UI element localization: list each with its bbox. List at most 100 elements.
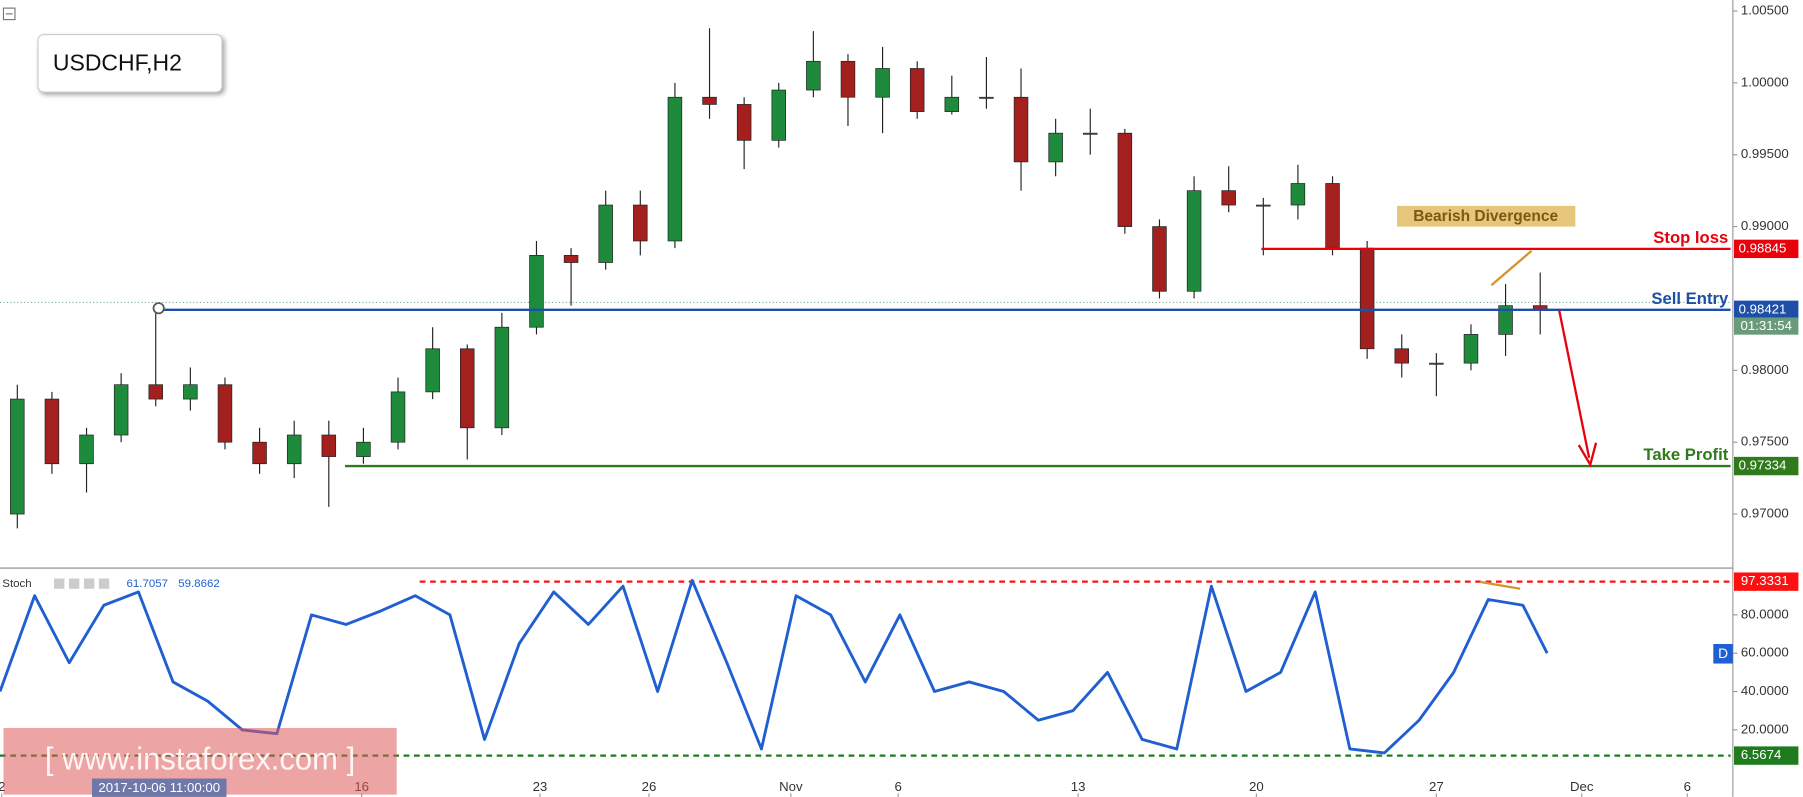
candle-body	[909, 68, 925, 112]
arrow-shaft	[1558, 310, 1591, 458]
candle-body	[460, 348, 475, 429]
candle-body	[1186, 190, 1202, 292]
legend-icon[interactable]	[68, 578, 80, 589]
level-value-box	[1734, 746, 1799, 765]
candle-body	[217, 384, 233, 443]
candle-body	[425, 348, 440, 393]
x-tick-label: 20	[1249, 779, 1264, 794]
cursor-box	[91, 778, 227, 797]
level-value-box	[1734, 239, 1799, 259]
y-tick-label: 1.00500	[1741, 2, 1789, 17]
level-value: 0.97334	[1739, 458, 1787, 473]
candle-body	[598, 204, 613, 263]
x-tick-label: Nov	[779, 779, 803, 794]
candle-body	[148, 384, 163, 400]
marker-box	[1713, 643, 1733, 664]
candle-body	[633, 204, 648, 242]
y-tick-label: 20.0000	[1741, 721, 1789, 736]
candle-body	[1117, 132, 1133, 227]
candle-body	[1013, 96, 1029, 163]
candle-body	[563, 254, 579, 263]
candle-body	[44, 398, 60, 465]
annotation: Bearish Divergence	[1413, 208, 1558, 225]
x-tick-label: 6	[1684, 779, 1691, 794]
x-tick-label: 6	[894, 779, 901, 794]
symbol-title: USDCHF,H2	[53, 50, 182, 76]
candle-body	[1463, 334, 1479, 364]
candle-body	[771, 89, 786, 141]
candle-body	[494, 326, 510, 429]
menu-icon[interactable]	[2, 7, 16, 21]
level-value: 97.3331	[1741, 573, 1789, 588]
anchor-point	[152, 302, 165, 315]
candle-body	[1221, 190, 1236, 206]
arrow-head	[1577, 442, 1598, 468]
candle-body	[356, 441, 371, 457]
candle-body	[1290, 183, 1306, 206]
candle-body	[806, 60, 821, 91]
candle-body	[1256, 204, 1271, 207]
x-tick-label: 2	[0, 779, 5, 794]
candle-body	[1152, 226, 1167, 292]
countdown: 01:31:54	[1740, 318, 1791, 333]
annotation-box	[1397, 205, 1576, 227]
y-tick-label: 80.0000	[1741, 606, 1789, 621]
legend-value: 59.8662	[178, 578, 220, 590]
level-value-box	[1734, 300, 1799, 320]
candle-body	[183, 384, 198, 400]
stoch-title: Stoch	[2, 578, 31, 590]
candle-body	[1394, 348, 1409, 364]
countdown-box	[1734, 317, 1799, 335]
legend-icon[interactable]	[83, 578, 95, 589]
candle-body	[252, 441, 267, 465]
x-tick-label: 23	[533, 779, 548, 794]
level-value-box	[1734, 456, 1799, 476]
candle-body	[1429, 362, 1444, 365]
y-tick-label: 0.99000	[1741, 218, 1789, 233]
candle-body	[79, 434, 94, 465]
candle-body	[702, 96, 717, 105]
y-tick-label: 0.97500	[1741, 434, 1789, 449]
x-tick-label: 26	[642, 779, 657, 794]
x-tick-label: 13	[1071, 779, 1086, 794]
level-name: Take Profit	[1643, 445, 1728, 464]
symbol-box	[37, 33, 223, 93]
candle-body	[875, 68, 890, 98]
level-value: 6.5674	[1741, 747, 1781, 762]
level-value: 0.98421	[1739, 301, 1787, 316]
candle-body	[286, 434, 302, 465]
candle-body	[321, 434, 337, 457]
candle-body	[1048, 132, 1063, 163]
y-tick-label: 0.98000	[1741, 362, 1789, 377]
y-tick-label: 60.0000	[1741, 645, 1789, 660]
divergence-line-stoch	[1479, 580, 1521, 590]
candle-body	[390, 391, 406, 443]
legend-icon[interactable]	[98, 578, 110, 589]
candle-body	[1498, 305, 1513, 335]
candle-body	[113, 384, 129, 436]
y-tick-label: 0.99500	[1741, 146, 1789, 161]
y-tick-label: 40.0000	[1741, 683, 1789, 698]
candle-body	[1083, 132, 1098, 135]
candle-body	[1359, 247, 1375, 350]
cursor-label: 2017-10-06 11:00:00	[98, 780, 220, 795]
legend-value: 61.7057	[126, 578, 168, 590]
watermark: [ www.instaforex.com ]	[45, 741, 355, 776]
y-tick-label: 0.97000	[1741, 506, 1789, 521]
marker-label: D	[1718, 646, 1728, 661]
x-tick-label: 27	[1429, 779, 1444, 794]
candle-body	[736, 104, 752, 141]
legend-icon[interactable]	[54, 578, 65, 589]
x-tick-label: Dec	[1570, 779, 1594, 794]
level-value: 0.98845	[1739, 240, 1787, 255]
candle-body	[944, 96, 960, 112]
candle-body	[840, 60, 856, 98]
level-value-box	[1734, 572, 1799, 591]
divergence-line-price	[1490, 249, 1533, 287]
candle-body	[529, 254, 544, 328]
candle-body	[667, 96, 683, 242]
